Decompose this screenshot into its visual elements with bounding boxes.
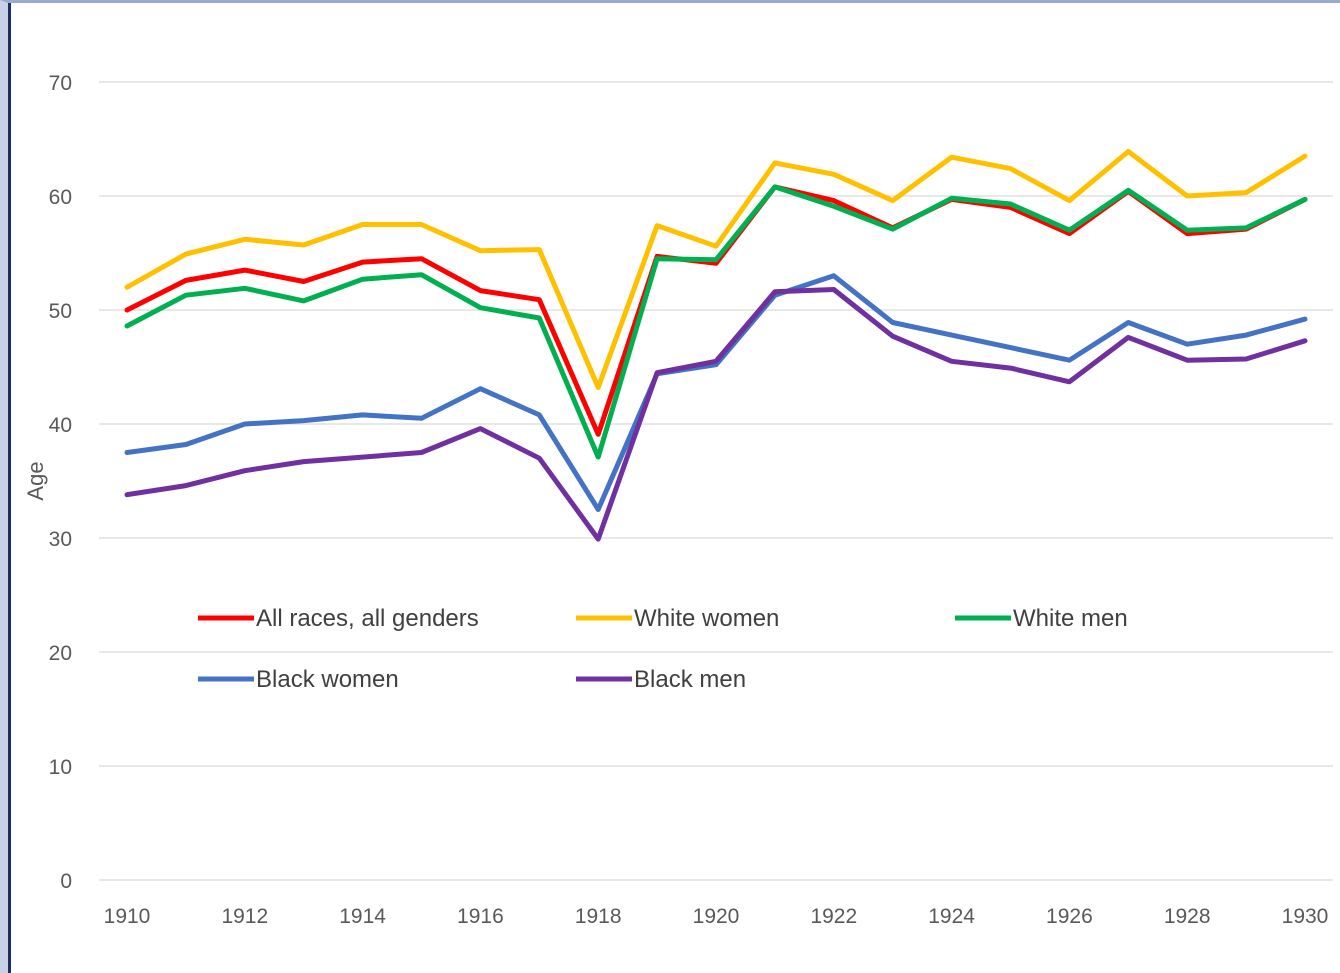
legend-label: Black men	[634, 666, 746, 693]
gridlines	[99, 81, 1333, 881]
x-tick-label: 1918	[575, 905, 622, 928]
x-tick-label: 1910	[104, 905, 151, 928]
y-tick-label: 70	[49, 72, 72, 95]
x-tick-label: 1922	[810, 905, 857, 928]
x-tick-label: 1924	[928, 905, 975, 928]
series-line-2	[124, 184, 1308, 460]
y-tick-label: 50	[49, 300, 72, 323]
series-line-1	[124, 149, 1308, 390]
y-tick-label: 20	[49, 642, 72, 665]
x-axis-ticks: 1910 1912 1914 1916 1918 1920 1922 1924 1926 1928…	[104, 905, 1329, 928]
y-tick-label: 60	[49, 186, 72, 209]
x-tick-label: 1926	[1046, 905, 1093, 928]
legend-label: White women	[634, 605, 779, 632]
x-tick-label: 1928	[1164, 905, 1211, 928]
legend-label: All races, all genders	[256, 605, 479, 632]
y-tick-label: 0	[60, 870, 72, 893]
series-lines	[124, 149, 1308, 542]
y-axis-ticks: 0 10 20 30 40 50 60 70	[49, 72, 72, 893]
x-tick-label: 1916	[457, 905, 504, 928]
series-line-3	[124, 273, 1308, 512]
y-tick-label: 30	[49, 528, 72, 551]
series-line-4	[124, 287, 1308, 542]
legend-label: White men	[1013, 605, 1128, 632]
legend: All races, all genders White women White m…	[198, 605, 1128, 693]
x-tick-label: 1920	[693, 905, 740, 928]
x-tick-label: 1912	[221, 905, 268, 928]
x-tick-label: 1914	[339, 905, 386, 928]
y-tick-label: 10	[49, 756, 72, 779]
y-tick-label: 40	[49, 414, 72, 437]
legend-label: Black women	[256, 666, 399, 693]
x-tick-label: 1930	[1282, 905, 1329, 928]
y-axis-label: Age	[23, 461, 48, 500]
